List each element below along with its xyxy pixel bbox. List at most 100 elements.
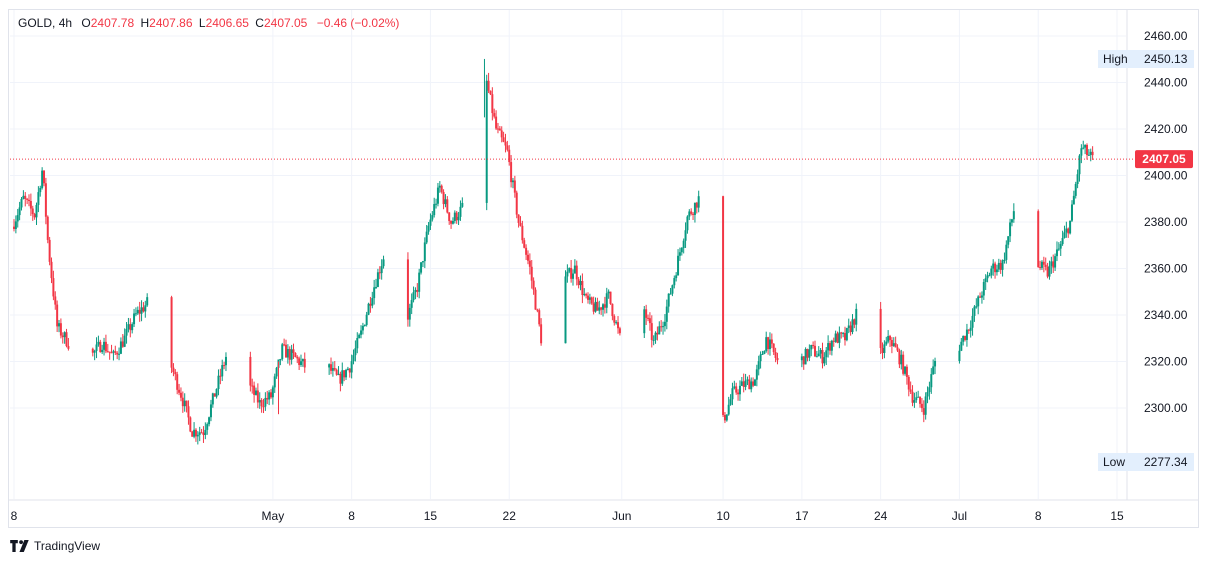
candle <box>770 333 773 349</box>
candle <box>530 260 533 289</box>
high-marker-badge <box>1098 50 1194 68</box>
candle <box>206 422 209 435</box>
candle-body <box>176 374 179 390</box>
candle-body <box>185 400 188 407</box>
candle <box>373 279 376 305</box>
candle <box>684 222 687 248</box>
candle-body <box>43 170 46 184</box>
candle-body <box>746 379 749 381</box>
candle-body <box>341 370 344 384</box>
candle <box>41 167 44 190</box>
candle <box>534 287 537 310</box>
candle-body <box>189 417 192 432</box>
candle <box>611 303 614 321</box>
tradingview-brand[interactable]: TradingView <box>10 539 100 553</box>
candle <box>804 347 807 365</box>
candle <box>418 268 421 299</box>
candle-body <box>566 271 569 277</box>
candle <box>251 378 254 394</box>
candle-body <box>1067 228 1070 234</box>
candle-body <box>587 295 590 300</box>
candle-body <box>1061 238 1064 245</box>
candle <box>902 351 905 376</box>
candle <box>103 337 106 356</box>
candle <box>204 422 207 440</box>
candle-body <box>690 211 693 214</box>
candle <box>63 331 66 344</box>
candle <box>525 244 528 260</box>
candle <box>406 252 409 327</box>
candle-body <box>725 414 728 421</box>
x-tick-label: May <box>262 509 285 523</box>
candle <box>564 270 567 344</box>
candle <box>643 306 646 339</box>
candle <box>667 293 670 313</box>
candle-body <box>588 297 591 300</box>
candle-body <box>371 298 374 306</box>
candle <box>832 337 835 347</box>
candle <box>761 350 764 355</box>
candle-body <box>133 313 136 325</box>
candle <box>924 392 927 420</box>
candle <box>29 193 32 216</box>
candle <box>48 236 51 266</box>
candle-body <box>271 387 274 398</box>
candle <box>958 344 961 364</box>
candle-body <box>26 198 29 200</box>
candle <box>686 215 689 234</box>
candle-body <box>508 149 511 163</box>
candle <box>821 342 824 369</box>
candle <box>146 293 149 307</box>
candle <box>815 350 818 358</box>
candle <box>273 373 276 393</box>
candle <box>429 213 432 230</box>
candle <box>930 368 933 394</box>
candle-body <box>284 344 287 358</box>
candle <box>590 296 593 305</box>
candle <box>986 271 989 283</box>
candle-body <box>91 348 94 353</box>
candle-body <box>654 332 657 340</box>
candle <box>566 264 569 283</box>
candle <box>16 208 19 228</box>
candle <box>768 332 771 356</box>
candle <box>602 303 605 317</box>
candle-body <box>842 333 845 335</box>
candle-body <box>984 278 987 283</box>
candle-body <box>378 272 381 274</box>
candle <box>1078 154 1081 182</box>
candle <box>934 357 937 375</box>
candle <box>219 368 222 385</box>
candle <box>457 211 460 226</box>
candle-body <box>41 170 44 188</box>
candle-body <box>408 307 411 320</box>
candle <box>759 351 762 369</box>
candle-body <box>752 381 755 386</box>
candle-body <box>823 357 826 364</box>
candle-body <box>48 239 51 262</box>
candle <box>909 381 912 395</box>
candle-body <box>193 429 196 437</box>
candle-body <box>489 90 492 95</box>
candle <box>37 186 40 213</box>
candle <box>356 332 359 354</box>
candle <box>977 295 980 315</box>
candle <box>763 350 766 355</box>
candle <box>1057 242 1060 252</box>
candle <box>572 269 575 286</box>
candle <box>202 426 205 443</box>
candle <box>881 342 884 360</box>
candle <box>508 145 511 166</box>
candle-body <box>104 341 107 352</box>
legend-symbol: GOLD <box>18 16 53 30</box>
candle <box>112 349 115 361</box>
candle <box>982 278 985 300</box>
candle <box>887 330 890 344</box>
candle <box>331 361 334 377</box>
candle-body <box>990 268 993 276</box>
candle-body <box>1048 265 1051 277</box>
candle <box>519 216 522 227</box>
candle-body <box>208 417 211 425</box>
candle <box>459 200 462 221</box>
